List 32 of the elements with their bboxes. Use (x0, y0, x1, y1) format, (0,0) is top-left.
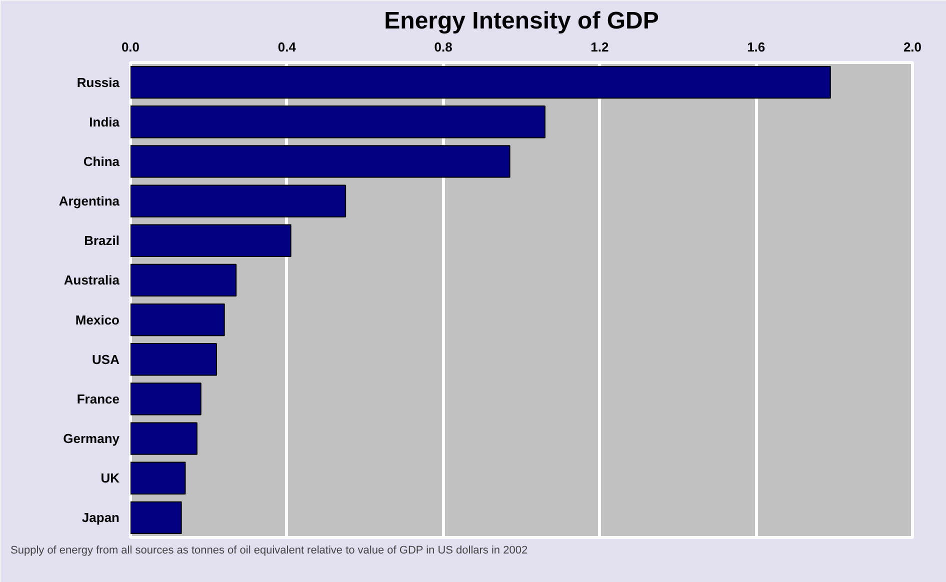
y-tick-label: China (83, 154, 120, 169)
y-tick-label: France (76, 391, 120, 406)
bar (130, 264, 237, 297)
x-tick-label: 1.2 (590, 40, 609, 54)
bar (130, 66, 831, 99)
bar (130, 382, 202, 416)
bar (130, 145, 510, 178)
bar (130, 106, 546, 138)
y-tick-label: Australia (64, 272, 120, 288)
x-tick-label: 1.6 (747, 40, 766, 54)
y-tick-label: Mexico (75, 312, 120, 328)
y-tick-label: Argentina (58, 194, 120, 209)
bar (130, 224, 292, 257)
y-tick-label: India (89, 114, 120, 130)
y-tick-label: Germany (63, 431, 120, 446)
bar (130, 343, 218, 376)
bar (130, 501, 182, 534)
bar (130, 422, 198, 455)
y-tick-label: Russia (76, 74, 120, 90)
x-tick-label: 0.8 (434, 40, 452, 54)
bar (130, 462, 186, 494)
y-tick-label: Japan (82, 510, 120, 526)
y-tick-label: USA (92, 352, 120, 367)
bar (130, 303, 225, 336)
chart-title: Energy Intensity of GDP (384, 8, 659, 34)
y-tick-label: Brazil (84, 233, 120, 248)
bar (130, 184, 346, 218)
x-tick-label: 0.0 (121, 40, 140, 54)
x-tick-label: 0.4 (278, 40, 297, 54)
y-tick-label: UK (100, 470, 120, 486)
text: Supply of energy from all sources as tonnes of oil equivalent relative to value of GDP in US dollars in 2002 (10, 544, 528, 556)
x-tick-label: 2.0 (903, 40, 922, 54)
